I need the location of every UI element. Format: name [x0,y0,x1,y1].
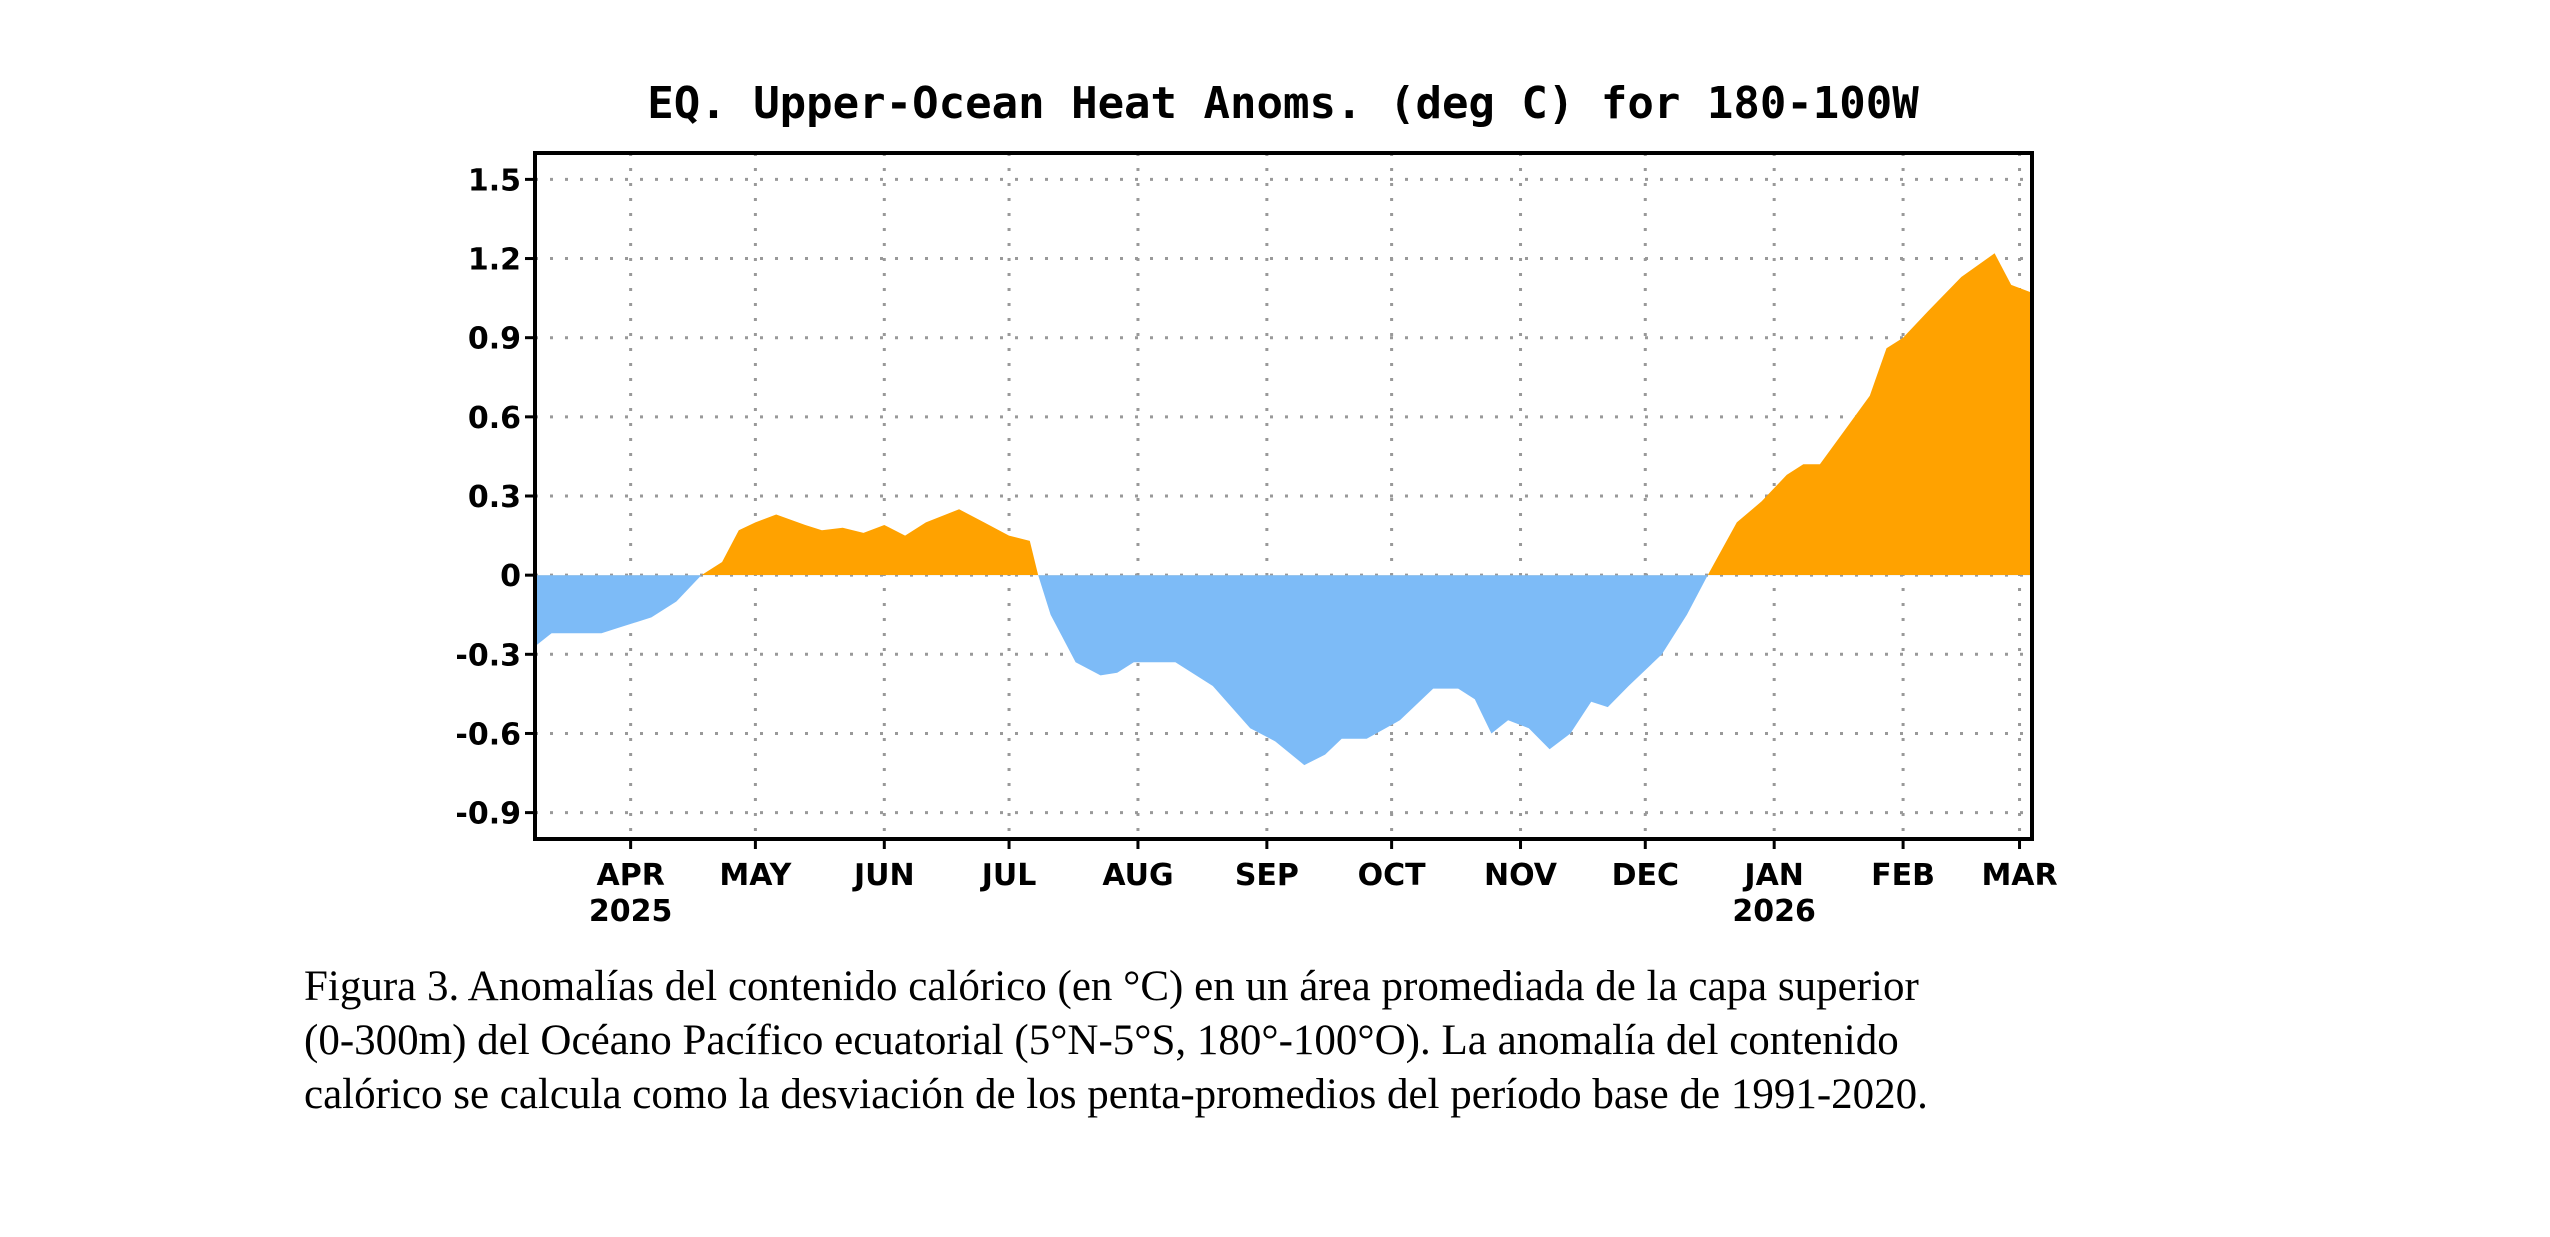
x-tick-label: OCT [1358,858,1427,893]
y-tick-label: -0.6 [455,717,521,752]
caption-line: Figura 3. Anomalías del contenido calóri… [304,963,1919,1010]
y-tick-label: 0 [500,559,521,594]
x-tick-label: NOV [1484,858,1558,893]
x-tick-label: APR [596,858,664,893]
y-tick-label: 1.5 [468,163,521,198]
chart-title: EQ. Upper-Ocean Heat Anoms. (deg C) for … [647,78,1919,129]
x-tick-year-label: 2026 [1732,894,1816,929]
x-tick-label: MAY [719,858,792,893]
x-tick-label: JUN [852,858,915,893]
y-tick-label: 0.9 [468,322,521,357]
figure-caption: Figura 3. Anomalías del contenido calóri… [304,960,2304,1122]
x-tick-label: JUL [980,858,1037,893]
caption-line: calórico se calcula como la desviación d… [304,1071,1928,1118]
x-tick-label: DEC [1612,858,1679,893]
y-tick-label: -0.9 [455,797,521,832]
x-tick-label: SEP [1235,858,1299,893]
y-tick-label: 0.3 [468,480,521,515]
x-tick-label: FEB [1871,858,1935,893]
x-tick-label: MAR [1981,858,2057,893]
y-tick-label: 0.6 [468,401,521,436]
y-tick-label: 1.2 [468,243,521,278]
x-tick-label: JAN [1742,858,1804,893]
caption-line: (0-300m) del Océano Pacífico ecuatorial … [304,1017,1899,1064]
x-tick-year-label: 2025 [589,894,673,929]
x-tick-label: AUG [1102,858,1173,893]
y-axis: 1.5 1.2 0.9 0.6 0.3 0 -0.3 -0.6 -0.9 [455,163,535,832]
positive-anomaly-area [701,253,2032,576]
y-tick-label: -0.3 [455,638,521,673]
negative-anomaly-area [535,575,2032,766]
